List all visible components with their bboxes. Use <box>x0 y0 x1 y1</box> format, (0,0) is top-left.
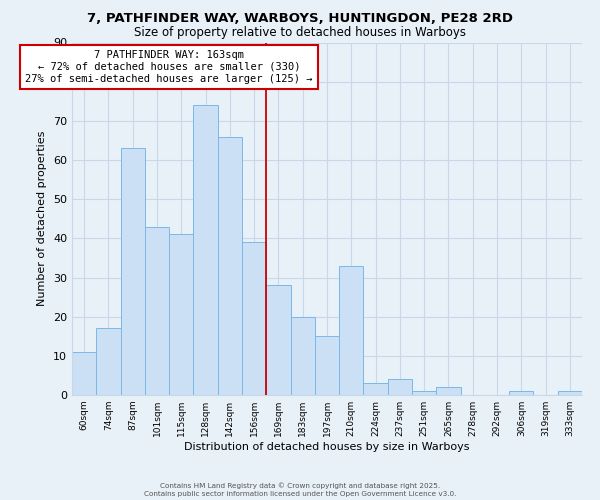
Text: 7, PATHFINDER WAY, WARBOYS, HUNTINGDON, PE28 2RD: 7, PATHFINDER WAY, WARBOYS, HUNTINGDON, … <box>87 12 513 26</box>
Bar <box>388 380 412 395</box>
Bar <box>169 234 193 395</box>
Text: Contains public sector information licensed under the Open Government Licence v3: Contains public sector information licen… <box>144 491 456 497</box>
Bar <box>509 391 533 395</box>
Bar <box>145 226 169 395</box>
Y-axis label: Number of detached properties: Number of detached properties <box>37 131 47 306</box>
Text: 7 PATHFINDER WAY: 163sqm
← 72% of detached houses are smaller (330)
27% of semi-: 7 PATHFINDER WAY: 163sqm ← 72% of detach… <box>25 50 313 84</box>
Bar <box>436 387 461 395</box>
Bar <box>290 316 315 395</box>
Text: Size of property relative to detached houses in Warboys: Size of property relative to detached ho… <box>134 26 466 39</box>
Text: Contains HM Land Registry data © Crown copyright and database right 2025.: Contains HM Land Registry data © Crown c… <box>160 482 440 489</box>
Bar <box>315 336 339 395</box>
Bar <box>364 383 388 395</box>
Bar <box>96 328 121 395</box>
Bar <box>558 391 582 395</box>
Bar <box>193 105 218 395</box>
Bar <box>339 266 364 395</box>
X-axis label: Distribution of detached houses by size in Warboys: Distribution of detached houses by size … <box>184 442 470 452</box>
Bar <box>266 286 290 395</box>
Bar <box>72 352 96 395</box>
Bar <box>412 391 436 395</box>
Bar <box>218 136 242 395</box>
Bar <box>121 148 145 395</box>
Bar <box>242 242 266 395</box>
